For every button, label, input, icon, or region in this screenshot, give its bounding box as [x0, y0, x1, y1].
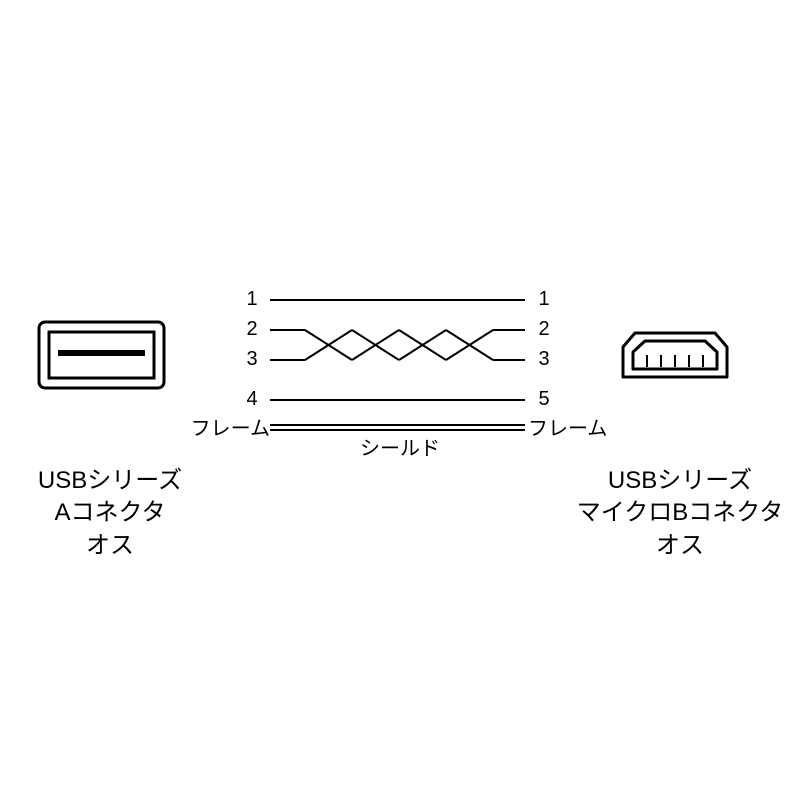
usb-micro-b-connector-icon [0, 0, 800, 800]
usb-micro-b-caption: USBシリーズ マイクロBコネクタ オス [570, 465, 790, 562]
micro-b-pins [647, 355, 703, 367]
usb-a-caption: USBシリーズ Aコネクタ オス [20, 465, 200, 562]
diagram-stage: 1 2 3 4 1 2 3 5 フレーム フレーム シールド [0, 0, 800, 800]
